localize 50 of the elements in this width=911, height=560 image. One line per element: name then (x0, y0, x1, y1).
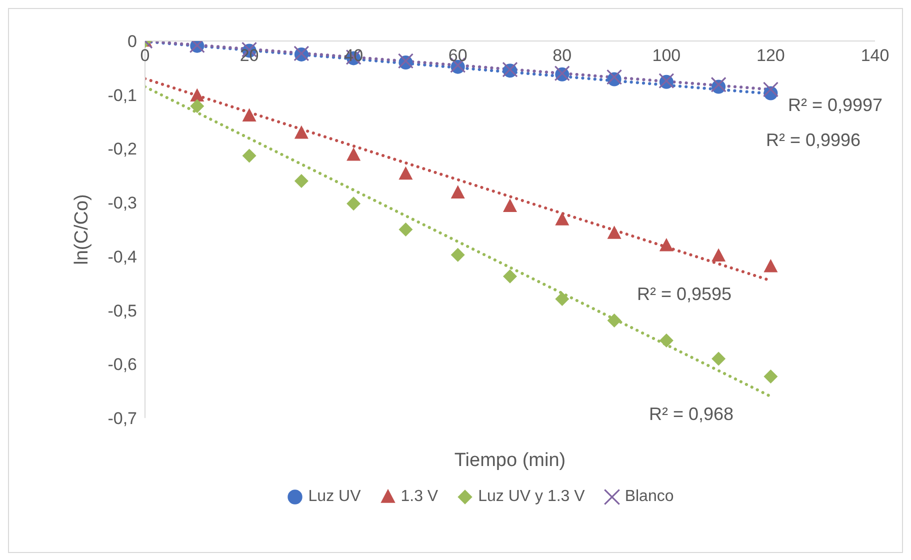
point (503, 269, 517, 284)
point (762, 82, 779, 98)
point (190, 99, 204, 114)
point (503, 198, 517, 212)
x-tick-label: 140 (860, 46, 890, 65)
point (398, 222, 413, 236)
point (242, 148, 256, 163)
x-tick-label: 120 (756, 46, 785, 65)
point (346, 196, 361, 211)
y-tick-label: 0 (128, 32, 137, 52)
point (346, 147, 361, 161)
y-tick-label: -0,1 (108, 86, 137, 105)
y-axis-title: ln(C/Co) (72, 194, 93, 265)
x-tick-label: 0 (140, 46, 150, 65)
x-axis-title: Tiempo (min) (454, 450, 566, 471)
point (606, 69, 622, 85)
annotation: R² = 0,9996 (766, 130, 861, 151)
legend-label: Blanco (624, 488, 674, 506)
point (712, 248, 726, 262)
point (764, 258, 778, 272)
x-tick-label: 80 (552, 46, 572, 65)
point (294, 125, 308, 139)
point (555, 292, 570, 306)
y-tick-label: -0,5 (108, 301, 137, 320)
x-tick-label: 100 (652, 46, 681, 65)
point (710, 76, 726, 92)
y-tick-label: -0,2 (108, 140, 137, 159)
y-tick-label: -0,3 (108, 194, 137, 213)
point (659, 238, 674, 252)
annotation: R² = 0,9997 (788, 95, 883, 116)
point (659, 333, 674, 348)
point (398, 166, 413, 180)
legend-label: Luz UV (307, 488, 361, 506)
point (294, 174, 308, 188)
point (764, 370, 778, 384)
legend-label: Luz UV y 1.3 V (477, 488, 585, 506)
legend-label: 1.3 V (400, 488, 438, 506)
point (607, 314, 622, 328)
y-tick-label: -0,7 (108, 409, 137, 428)
point (712, 352, 726, 366)
y-tick-label: -0,4 (108, 247, 137, 266)
point (607, 226, 622, 239)
point (242, 108, 256, 122)
annotation: R² = 0,9595 (637, 284, 732, 305)
point (555, 212, 570, 226)
point (450, 185, 465, 198)
point (450, 248, 465, 262)
point (190, 88, 204, 102)
annotation: R² = 0,968 (649, 404, 734, 425)
y-tick-label: -0,6 (108, 355, 137, 374)
